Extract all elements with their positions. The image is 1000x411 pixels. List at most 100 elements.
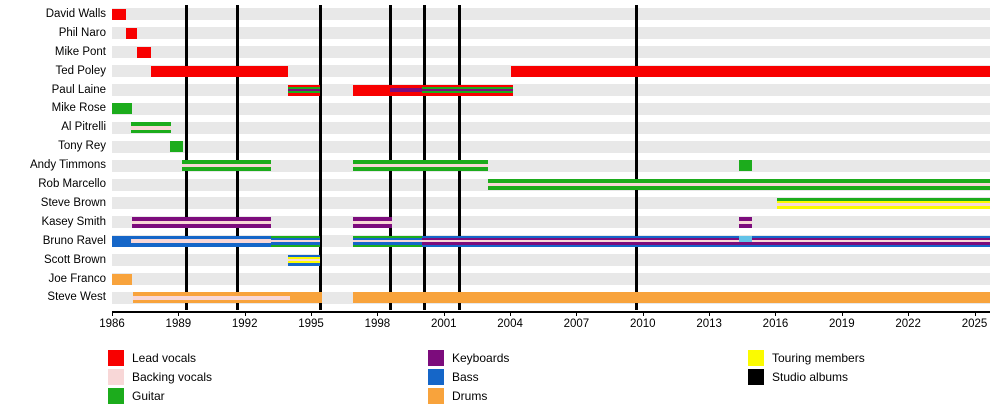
studio-album-line (318, 5, 322, 311)
role-stripe-lead (511, 65, 990, 77)
legend-label-keys: Keyboards (452, 351, 510, 365)
role-stripe-drums (133, 292, 291, 297)
role-stripe-drums (112, 273, 132, 285)
role-stripe-guitar (421, 91, 514, 94)
member-role-bar (182, 160, 271, 172)
member-role-bar (738, 216, 753, 228)
legend-label-touring: Touring members (772, 351, 865, 365)
legend-swatch-backing (108, 369, 124, 385)
role-stripe-backing (131, 220, 271, 225)
role-stripe-guitar (487, 179, 990, 183)
member-row-track (112, 216, 990, 229)
member-row-track (112, 273, 990, 286)
role-stripe-guitar (738, 160, 753, 172)
x-axis-tick (178, 311, 180, 316)
x-axis-tick (443, 311, 445, 316)
role-stripe-bass (421, 244, 990, 247)
member-role-bar (150, 65, 289, 77)
role-stripe-drums (353, 292, 990, 304)
role-stripe-keys (353, 216, 393, 221)
role-stripe-guitar (271, 244, 321, 247)
role-stripe-lead (136, 46, 151, 58)
x-axis-tick (510, 311, 512, 316)
legend-item-bass: Bass (428, 369, 648, 385)
role-stripe-lead (390, 91, 422, 96)
role-stripe-bass (131, 235, 271, 240)
x-axis-tick (775, 311, 777, 316)
member-role-bar (133, 292, 291, 304)
role-stripe-guitar (288, 91, 321, 94)
member-role-bar (112, 8, 126, 20)
legend-item-backing: Backing vocals (108, 369, 328, 385)
member-row-track (112, 140, 990, 153)
role-stripe-guitar (353, 167, 488, 172)
role-stripe-backing (182, 163, 271, 168)
member-role-bar (125, 27, 137, 39)
role-stripe-keys (738, 216, 753, 221)
role-stripe-guitar (112, 103, 132, 115)
x-axis-tick (112, 311, 113, 316)
role-stripe-lead (288, 93, 321, 96)
role-stripe-touring (776, 206, 990, 209)
role-stripe-lead (288, 84, 321, 87)
role-stripe-guitar (288, 86, 321, 89)
role-stripe-backing (487, 182, 990, 187)
role-stripe-guitar (131, 129, 172, 134)
role-stripe-touring (776, 200, 990, 204)
role-stripe-guitar (487, 186, 990, 191)
legend-swatch-albums (748, 369, 764, 385)
role-stripe-bass (271, 242, 321, 245)
member-row-track (112, 46, 990, 59)
member-name-label: Andy Timmons (29, 159, 106, 172)
role-stripe-lead (421, 93, 514, 96)
studio-album-line (388, 5, 392, 311)
x-axis-tick-label: 1992 (231, 318, 258, 330)
legend-item-touring: Touring members (748, 350, 968, 366)
member-role-bar (288, 84, 321, 96)
member-name-label: Bruno Ravel (42, 234, 106, 247)
x-axis-tick (709, 311, 711, 316)
legend-item-keys: Keyboards (428, 350, 648, 366)
legend-item-lead: Lead vocals (108, 350, 328, 366)
member-row-track (112, 254, 990, 267)
member-name-label: David Walls (45, 7, 106, 20)
role-stripe-backing (353, 163, 488, 168)
member-name-label: Kasey Smith (41, 215, 106, 228)
member-role-bar (776, 197, 990, 209)
legend-swatch-bass (428, 369, 444, 385)
role-stripe-backing (133, 296, 291, 300)
role-stripe-keys (353, 224, 393, 228)
role-stripe-guitar (182, 167, 271, 172)
member-role-bar (112, 273, 132, 285)
role-stripe-backing (353, 240, 422, 243)
member-row-track (112, 8, 990, 21)
role-stripe-backing (271, 240, 321, 243)
member-role-bar (271, 235, 321, 247)
x-axis-tick-label: 2004 (497, 318, 523, 330)
legend-swatch-guitar (108, 388, 124, 404)
member-role-bar (353, 84, 391, 96)
studio-album-line (457, 5, 461, 311)
studio-album-line (185, 5, 189, 311)
studio-album-line (634, 5, 638, 311)
role-stripe-bass (353, 242, 422, 245)
role-stripe-backing (131, 239, 271, 244)
role-stripe-guitar (271, 235, 321, 238)
member-row-track (112, 159, 990, 172)
member-name-label: Steve Brown (40, 196, 106, 209)
member-row-track (112, 27, 990, 40)
legend-label-lead: Lead vocals (132, 351, 197, 365)
member-role-bar (290, 292, 323, 304)
studio-album-line (235, 5, 239, 311)
member-row-track (112, 121, 990, 134)
x-axis-tick (311, 311, 313, 316)
legend-label-guitar: Guitar (132, 389, 165, 403)
role-stripe-keys (390, 88, 422, 92)
role-stripe-keys (421, 242, 990, 245)
x-axis-tick (908, 311, 910, 316)
member-role-bar (169, 141, 183, 153)
legend-swatch-lead (108, 350, 124, 366)
role-stripe-guitar (131, 122, 172, 127)
x-axis-tick-label: 2013 (696, 318, 722, 330)
